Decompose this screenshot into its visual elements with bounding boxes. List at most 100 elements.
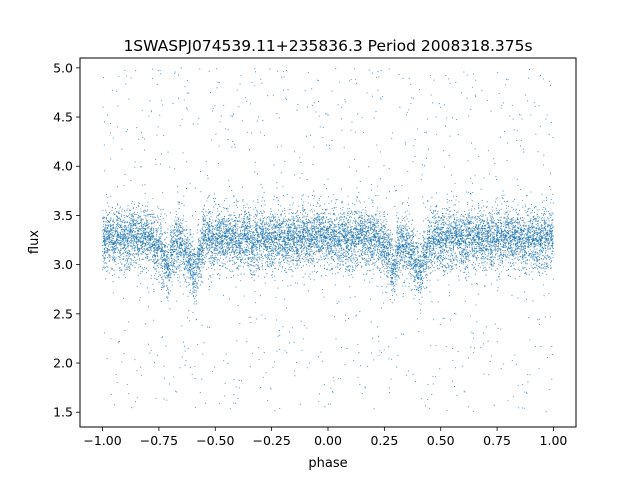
data-point <box>240 213 242 215</box>
data-point <box>278 228 280 230</box>
data-point <box>261 82 263 84</box>
data-point <box>214 247 217 249</box>
data-point <box>144 149 146 151</box>
data-point <box>102 240 104 242</box>
data-point <box>132 255 134 257</box>
data-point <box>286 193 288 195</box>
data-point <box>238 235 240 237</box>
data-point <box>120 229 122 231</box>
data-point <box>226 253 228 256</box>
data-point <box>127 267 129 269</box>
data-point <box>210 258 212 260</box>
data-point <box>201 281 203 283</box>
data-point <box>228 214 230 217</box>
data-point <box>178 258 180 260</box>
data-point <box>187 236 189 238</box>
data-point <box>270 219 272 221</box>
data-point <box>263 134 265 137</box>
data-point <box>272 264 275 266</box>
data-point <box>241 186 243 188</box>
data-point <box>203 212 205 214</box>
data-point <box>208 195 210 197</box>
data-point <box>207 208 209 210</box>
data-point <box>149 252 151 254</box>
data-point <box>175 211 177 213</box>
data-point <box>265 227 267 229</box>
data-point <box>274 275 276 277</box>
data-point <box>162 336 164 338</box>
data-point <box>190 244 192 246</box>
data-point <box>147 221 149 223</box>
data-point <box>137 255 139 257</box>
data-point <box>215 203 217 205</box>
data-point <box>286 219 288 221</box>
data-point <box>204 254 206 256</box>
data-point <box>153 235 155 237</box>
data-point <box>216 254 218 256</box>
data-point <box>158 281 160 283</box>
data-point <box>118 225 120 227</box>
data-point <box>153 227 155 230</box>
data-point <box>155 158 157 161</box>
data-point <box>147 287 149 289</box>
data-point <box>253 246 255 248</box>
data-point <box>167 262 170 265</box>
data-point <box>219 220 221 222</box>
data-point <box>139 296 141 299</box>
data-point <box>184 246 186 248</box>
data-point <box>205 242 207 244</box>
data-point <box>262 231 264 233</box>
data-point <box>197 280 200 282</box>
data-point <box>183 243 185 245</box>
data-point <box>181 118 183 120</box>
data-point <box>189 242 192 244</box>
data-point <box>108 255 110 257</box>
data-point <box>235 261 237 264</box>
data-point <box>205 226 207 228</box>
data-point <box>118 233 120 235</box>
data-point <box>128 392 130 395</box>
data-point <box>232 141 234 143</box>
data-point <box>213 193 216 195</box>
data-point <box>274 242 276 244</box>
data-point <box>189 291 191 293</box>
data-point <box>197 253 199 255</box>
data-point <box>234 143 236 145</box>
data-point <box>124 235 126 238</box>
data-point <box>273 244 275 246</box>
data-point <box>187 249 189 251</box>
data-point <box>206 249 208 251</box>
data-point <box>157 215 159 217</box>
data-point <box>221 250 223 252</box>
data-point <box>253 258 255 260</box>
data-point <box>135 246 137 248</box>
data-point <box>249 257 251 259</box>
data-point <box>186 239 188 241</box>
data-point <box>133 245 135 247</box>
data-point <box>216 262 218 264</box>
data-point <box>195 286 197 289</box>
data-point <box>248 264 250 266</box>
data-point <box>232 244 234 246</box>
data-point <box>152 234 154 236</box>
data-point <box>142 236 144 238</box>
data-point <box>105 251 107 253</box>
data-point <box>114 213 116 215</box>
data-point <box>273 236 275 238</box>
data-point <box>243 254 245 256</box>
data-point <box>132 223 134 225</box>
data-point <box>243 227 245 229</box>
data-point <box>160 213 162 215</box>
data-point <box>169 273 171 275</box>
data-point <box>132 244 135 246</box>
data-point <box>209 232 211 234</box>
data-point <box>233 238 235 240</box>
data-point <box>289 244 291 246</box>
data-point <box>186 265 188 267</box>
data-point <box>255 246 257 248</box>
data-point <box>285 251 287 253</box>
data-point <box>218 240 220 242</box>
data-point <box>140 374 142 376</box>
data-point <box>163 272 165 275</box>
data-point <box>288 213 290 215</box>
